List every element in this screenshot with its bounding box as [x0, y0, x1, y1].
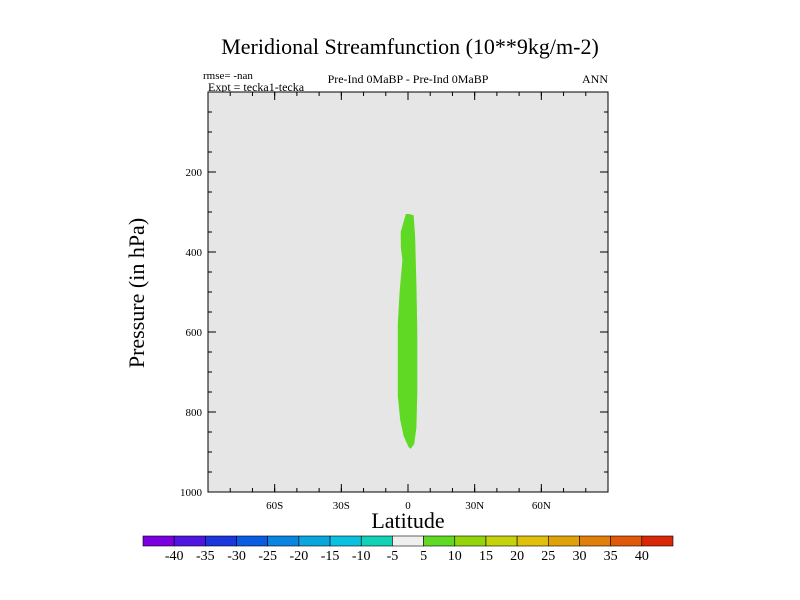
y-tick-label: 400 — [186, 247, 203, 259]
colorbar-swatch — [610, 535, 643, 547]
season-label: ANN — [582, 72, 608, 86]
colorbar-label: -10 — [352, 549, 371, 564]
x-axis: 60S 30S 0 30N 60N — [266, 92, 551, 512]
colorbar-label: -35 — [196, 549, 215, 564]
colorbar-label: -30 — [227, 549, 246, 564]
colorbar-swatch — [547, 535, 580, 547]
colorbar-label: -20 — [290, 549, 309, 564]
colorbar: -40 -35 -30 -25 -20 -15 -10 -5 5 10 15 20 25 30 35 40 — [142, 535, 674, 564]
colorbar-label: -25 — [258, 549, 277, 564]
expt-label: Expt = tecka1-tecka — [208, 80, 305, 94]
x-tick-label: 60S — [266, 500, 283, 512]
colorbar-swatch — [454, 535, 487, 547]
colorbar-swatch — [423, 535, 456, 547]
colorbar-swatch — [267, 535, 300, 547]
colorbar-swatch — [641, 535, 674, 547]
colorbar-swatch — [392, 535, 424, 547]
y-tick-label: 1000 — [180, 487, 203, 499]
plot-frame — [207, 91, 609, 493]
colorbar-swatch — [329, 535, 362, 547]
colorbar-label: -5 — [387, 549, 399, 564]
colorbar-swatch — [485, 535, 518, 547]
colorbar-swatch — [579, 535, 611, 547]
x-tick-label: 30N — [465, 500, 484, 512]
colorbar-swatch — [236, 535, 269, 547]
colorbar-label: 5 — [420, 549, 427, 564]
colorbar-label: 20 — [510, 549, 524, 564]
colorbar-label: 35 — [604, 549, 618, 564]
colorbar-swatch — [360, 535, 393, 547]
x-tick-label: 30S — [333, 500, 350, 512]
x-axis-label: Latitude — [371, 508, 444, 533]
y-tick-label: 600 — [186, 327, 203, 339]
colorbar-swatch — [142, 535, 175, 547]
y-axis: 200 400 600 800 1000 — [180, 167, 608, 499]
colorbar-label: 10 — [448, 549, 462, 564]
colorbar-label: 15 — [479, 549, 493, 564]
colorbar-swatch — [516, 535, 549, 547]
x-tick-label: 60N — [532, 500, 551, 512]
colorbar-swatch — [173, 535, 206, 547]
colorbar-label: -15 — [321, 549, 340, 564]
rmse-label: rmse= -nan — [203, 70, 253, 82]
colorbar-label: 30 — [572, 549, 586, 564]
y-tick-label: 800 — [186, 407, 203, 419]
colorbar-label: -40 — [165, 549, 184, 564]
y-tick-label: 200 — [186, 167, 203, 179]
colorbar-swatch — [298, 535, 331, 547]
filled-contour-region — [397, 214, 418, 449]
colorbar-label: 25 — [541, 549, 555, 564]
y-axis-label: Pressure (in hPa) — [124, 218, 149, 368]
chart-title: Meridional Streamfunction (10**9kg/m-2) — [221, 34, 599, 59]
comparison-label: Pre-Ind 0MaBP - Pre-Ind 0MaBP — [328, 72, 489, 86]
colorbar-swatch — [205, 535, 237, 547]
colorbar-label: 40 — [635, 549, 649, 564]
x-tick-label: 0 — [405, 500, 411, 512]
